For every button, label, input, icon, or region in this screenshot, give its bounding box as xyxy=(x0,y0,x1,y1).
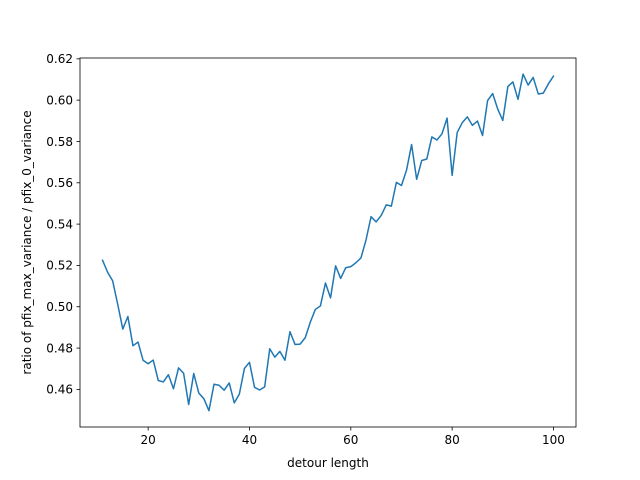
x-tick-label: 20 xyxy=(141,433,156,447)
y-tick-label: 0.60 xyxy=(46,93,73,107)
x-axis-label: detour length xyxy=(287,456,369,470)
x-tick-label: 40 xyxy=(242,433,257,447)
x-tick-label: 100 xyxy=(542,433,565,447)
y-tick-label: 0.46 xyxy=(46,383,73,397)
y-tick-label: 0.54 xyxy=(46,217,73,231)
y-tick-label: 0.62 xyxy=(46,52,73,66)
y-tick-label: 0.56 xyxy=(46,176,73,190)
y-axis-ticks: 0.46 0.48 0.50 0.52 0.54 0.56 0.58 0.60 0.62 xyxy=(46,52,80,397)
plot-area xyxy=(80,58,576,427)
series-layer xyxy=(101,73,555,412)
x-tick-label: 80 xyxy=(444,433,459,447)
y-tick-label: 0.58 xyxy=(46,135,73,149)
plot-frame xyxy=(79,57,577,428)
x-tick-label: 60 xyxy=(343,433,358,447)
y-axis-label: ratio of pfix_max_variance / pfix_0_vari… xyxy=(20,110,34,374)
y-tick-label: 0.48 xyxy=(46,341,73,355)
y-tick-label: 0.52 xyxy=(46,259,73,273)
x-axis-ticks: 20 40 60 80 100 xyxy=(141,427,565,447)
y-tick-label: 0.50 xyxy=(46,300,73,314)
series-line xyxy=(101,73,555,412)
